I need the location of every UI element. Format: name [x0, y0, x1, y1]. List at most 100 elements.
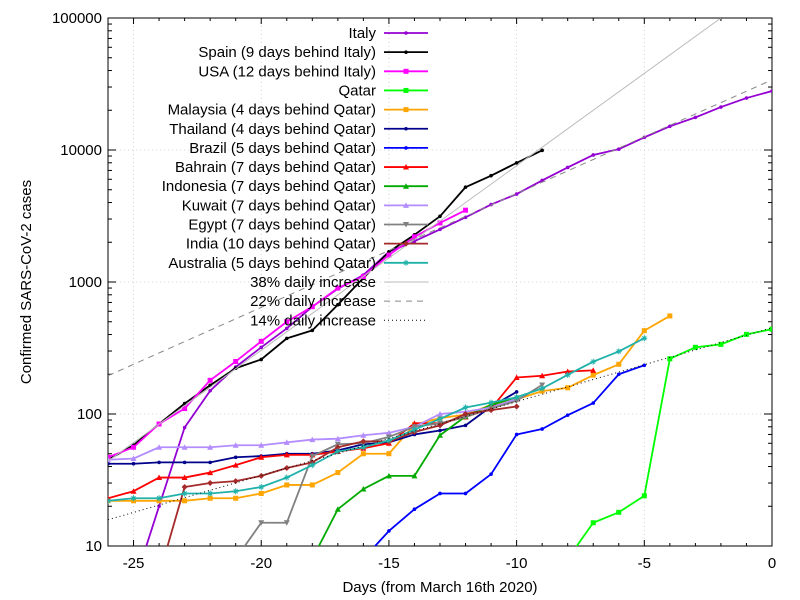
- data-point: [182, 460, 187, 465]
- data-point: [514, 432, 519, 437]
- data-point: [181, 490, 188, 497]
- data-point: [564, 368, 571, 374]
- legend-label: Indonesia (7 days behind Qatar): [162, 178, 376, 195]
- data-point: [463, 207, 469, 213]
- series-line: [373, 364, 645, 546]
- y-tick-label: 100: [77, 406, 102, 423]
- axis-ticks: -25 -20 -15 -10 -5 0 10 100 1000 10000 100000: [52, 10, 776, 572]
- legend-marker: [403, 240, 409, 247]
- x-tick-label: -15: [378, 555, 400, 572]
- data-point: [616, 372, 621, 377]
- data-point: [641, 493, 647, 499]
- data-point: [283, 439, 290, 445]
- legend-label: Spain (9 days behind Italy): [198, 44, 376, 61]
- data-point: [335, 285, 341, 291]
- data-point: [233, 455, 238, 460]
- data-point: [615, 348, 622, 355]
- legend-label: Thailand (4 days behind Qatar): [169, 121, 376, 138]
- data-point: [385, 437, 392, 444]
- data-point: [513, 398, 520, 404]
- data-point: [590, 358, 597, 365]
- data-point: [309, 436, 316, 443]
- x-tick-label: -5: [638, 555, 651, 572]
- data-point: [564, 371, 571, 378]
- data-point: [463, 491, 468, 496]
- data-point: [437, 415, 443, 422]
- data-point: [259, 345, 264, 350]
- data-point: [667, 356, 673, 362]
- data-point: [284, 336, 289, 341]
- data-point: [590, 367, 597, 373]
- legend-marker: [403, 222, 409, 228]
- data-point: [438, 227, 442, 232]
- data-point: [130, 455, 137, 462]
- data-point: [108, 454, 111, 460]
- data-point: [309, 304, 315, 310]
- legend-label: 14% daily increase: [250, 312, 376, 329]
- data-point: [258, 472, 265, 479]
- data-point: [513, 403, 520, 410]
- data-point: [309, 482, 315, 488]
- legend-marker: [403, 202, 409, 208]
- data-point: [514, 390, 519, 394]
- data-point: [156, 474, 163, 481]
- data-point: [181, 444, 188, 450]
- legend-label: Brazil (5 days behind Qatar): [189, 140, 376, 157]
- data-point: [667, 313, 673, 319]
- data-point: [539, 372, 546, 379]
- series-15: [108, 327, 772, 521]
- data-point: [489, 173, 493, 178]
- data-point: [437, 411, 443, 417]
- legend-entry: USA (12 days behind Italy): [198, 63, 428, 80]
- data-point: [131, 461, 136, 466]
- data-point: [334, 448, 341, 455]
- data-point: [309, 462, 316, 469]
- data-point: [310, 328, 315, 333]
- data-point: [207, 444, 214, 450]
- legend-label: Bahrain (7 days behind Qatar): [175, 159, 376, 176]
- legend-marker: [404, 31, 408, 35]
- data-point: [182, 425, 187, 430]
- data-point: [207, 469, 214, 476]
- series-group: [108, 18, 772, 561]
- series-3: [565, 326, 772, 561]
- legend-label: 22% daily increase: [250, 293, 376, 310]
- data-point: [335, 470, 341, 476]
- data-point: [514, 192, 519, 196]
- data-point: [284, 319, 290, 325]
- series-6: [373, 363, 647, 546]
- data-point: [157, 460, 161, 465]
- data-point: [590, 520, 596, 526]
- y-tick-label: 10: [85, 538, 102, 555]
- legend-label: India (10 days behind Qatar): [186, 236, 376, 253]
- data-point: [284, 326, 289, 331]
- data-point: [540, 148, 544, 153]
- data-point: [232, 478, 239, 485]
- data-point: [386, 451, 392, 457]
- data-point: [513, 394, 520, 401]
- data-point: [283, 451, 290, 458]
- data-point: [233, 495, 239, 501]
- data-point: [539, 385, 546, 392]
- data-point: [438, 214, 442, 219]
- legend-marker: [403, 107, 409, 113]
- data-point: [208, 460, 212, 465]
- data-point: [156, 495, 163, 502]
- data-point: [411, 426, 418, 433]
- series-14: [108, 79, 772, 377]
- legend-entry: Malaysia (4 days behind Qatar): [168, 102, 428, 119]
- data-point: [283, 474, 290, 481]
- data-point: [744, 96, 749, 100]
- data-point: [207, 495, 213, 501]
- data-point: [232, 442, 239, 448]
- data-point: [207, 490, 214, 497]
- data-point: [462, 414, 469, 420]
- data-point: [411, 472, 418, 479]
- data-point: [565, 165, 570, 170]
- data-point: [565, 556, 570, 561]
- y-tick-label: 1000: [69, 274, 102, 291]
- data-point: [385, 429, 392, 436]
- data-point: [334, 506, 341, 512]
- data-point: [641, 335, 648, 342]
- data-point: [565, 385, 571, 391]
